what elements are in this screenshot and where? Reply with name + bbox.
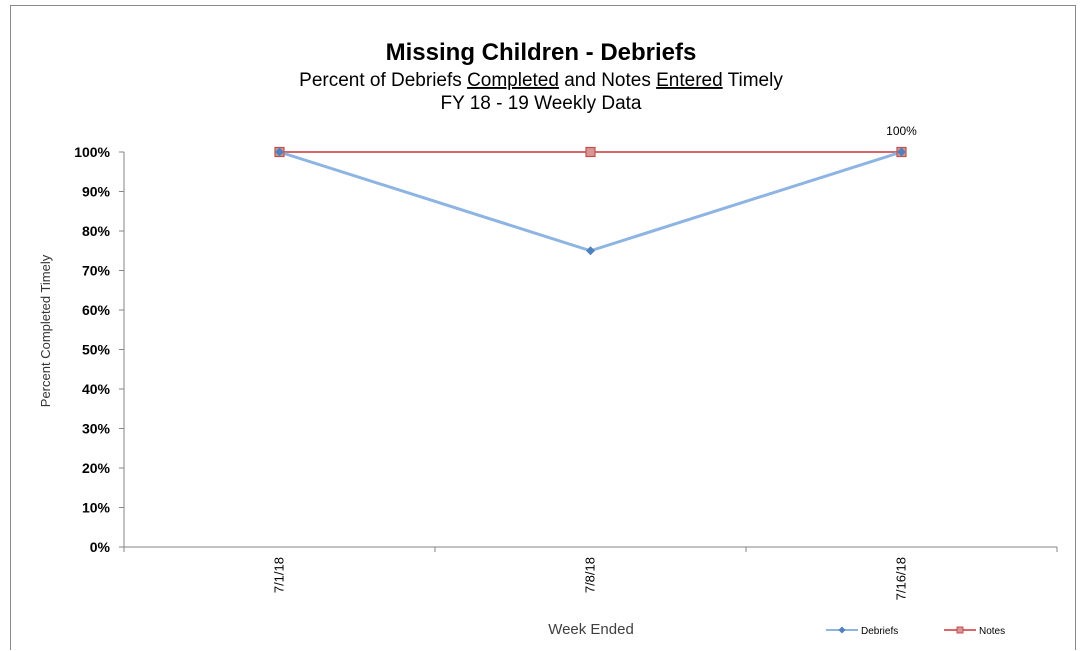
chart-frame: Missing Children - Debriefs Percent of D… bbox=[10, 5, 1076, 650]
data-label: 100% bbox=[886, 124, 917, 138]
subtitle-part-3: Entered bbox=[656, 70, 723, 91]
y-tick-label: 50% bbox=[82, 342, 111, 358]
x-axis-label: Week Ended bbox=[548, 621, 634, 638]
data-point-debriefs bbox=[897, 147, 906, 157]
data-point-debriefs bbox=[586, 246, 595, 256]
line-chart: Missing Children - Debriefs Percent of D… bbox=[38, 39, 1058, 638]
axes: 0% 10% 20% 30% 40% 50% 60% 70% 80% 90% 100% 7/1/18 7… bbox=[74, 144, 1058, 600]
y-tick-label: 100% bbox=[74, 144, 110, 160]
y-tick-label: 30% bbox=[82, 421, 111, 437]
data-point-notes bbox=[585, 146, 596, 158]
x-tick-label: 7/8/18 bbox=[583, 557, 598, 593]
legend-marker-notes bbox=[956, 626, 964, 634]
x-tick-label: 7/16/18 bbox=[894, 557, 909, 600]
series-lines: 100% bbox=[274, 124, 917, 256]
x-tick-label: 7/1/18 bbox=[272, 557, 287, 593]
chart-subtitle: Percent of Debriefs Completed and Notes … bbox=[299, 70, 783, 91]
legend: Debriefs Notes bbox=[826, 626, 1005, 637]
y-tick-label: 60% bbox=[82, 302, 111, 318]
chart-subtitle-2: FY 18 - 19 Weekly Data bbox=[440, 93, 641, 114]
y-tick-label: 20% bbox=[82, 460, 111, 476]
subtitle-part-4: Timely bbox=[723, 70, 784, 91]
y-tick-label: 40% bbox=[82, 381, 111, 397]
y-tick-label: 10% bbox=[82, 500, 111, 516]
subtitle-part-0: Percent of Debriefs bbox=[299, 70, 467, 91]
subtitle-part-1: Completed bbox=[467, 70, 559, 91]
legend-marker-debriefs bbox=[838, 626, 846, 634]
y-tick-label: 80% bbox=[82, 223, 111, 239]
y-tick-label: 0% bbox=[90, 539, 111, 555]
series-line-debriefs bbox=[279, 150, 902, 253]
legend-label-debriefs: Debriefs bbox=[861, 626, 898, 637]
y-axis-label: Percent Completed Timely bbox=[38, 254, 53, 407]
data-point-debriefs bbox=[275, 147, 284, 157]
y-tick-label: 90% bbox=[82, 184, 111, 200]
chart-title: Missing Children - Debriefs bbox=[386, 39, 697, 66]
y-tick-label: 70% bbox=[82, 263, 111, 279]
legend-label-notes: Notes bbox=[979, 626, 1005, 637]
subtitle-part-2: and Notes bbox=[559, 70, 656, 91]
